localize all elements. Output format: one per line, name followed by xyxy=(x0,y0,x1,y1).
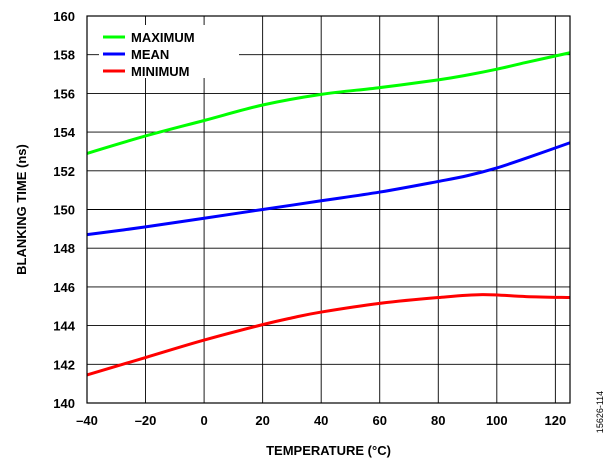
series-line-mean xyxy=(86,141,571,237)
legend-label-mean: MEAN xyxy=(131,47,169,62)
legend-box xyxy=(99,25,239,78)
legend-label-minimum: MINIMUM xyxy=(131,64,190,79)
series-line-maximum xyxy=(86,51,571,155)
x-tick-label: 80 xyxy=(431,413,445,428)
legend: MAXIMUM MEAN MINIMUM xyxy=(99,25,239,79)
y-tick-label: 160 xyxy=(53,9,75,24)
series-line-minimum xyxy=(86,293,571,377)
x-tick-labels: –40 –20 0 20 40 60 80 100 120 xyxy=(76,413,566,428)
y-tick-labels: 140 142 144 146 148 150 152 154 156 158 160 xyxy=(53,9,75,411)
y-tick-label: 148 xyxy=(53,241,75,256)
y-tick-label: 158 xyxy=(53,48,75,63)
x-tick-label: 120 xyxy=(545,413,567,428)
y-axis-title: BLANKING TIME (ns) xyxy=(14,144,29,275)
legend-label-maximum: MAXIMUM xyxy=(131,30,195,45)
y-tick-label: 156 xyxy=(53,86,75,101)
y-tick-label: 154 xyxy=(53,125,75,140)
x-tick-label: 60 xyxy=(372,413,386,428)
plot-frame xyxy=(86,15,571,404)
figure-id: 15626-114 xyxy=(595,391,605,433)
x-tick-label: 0 xyxy=(200,413,207,428)
y-tick-label: 152 xyxy=(53,164,75,179)
x-tick-label: –40 xyxy=(76,413,98,428)
y-tick-label: 144 xyxy=(53,319,75,334)
y-tick-label: 140 xyxy=(53,396,75,411)
x-tick-label: 20 xyxy=(255,413,269,428)
x-axis-title: TEMPERATURE (°C) xyxy=(266,443,391,458)
x-tick-label: 100 xyxy=(486,413,508,428)
y-tick-label: 146 xyxy=(53,280,75,295)
series-lines xyxy=(86,51,571,377)
x-tick-label: 40 xyxy=(314,413,328,428)
y-tick-label: 150 xyxy=(53,203,75,218)
y-tick-label: 142 xyxy=(53,357,75,372)
x-tick-label: –20 xyxy=(135,413,157,428)
